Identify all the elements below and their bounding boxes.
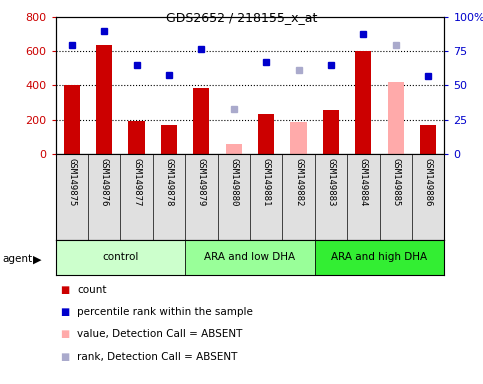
Text: agent: agent bbox=[2, 254, 32, 264]
Text: GSM149879: GSM149879 bbox=[197, 158, 206, 206]
Bar bbox=[161, 125, 177, 154]
Bar bbox=[323, 110, 339, 154]
Text: GSM149886: GSM149886 bbox=[424, 158, 433, 206]
Text: percentile rank within the sample: percentile rank within the sample bbox=[77, 307, 253, 317]
Bar bbox=[193, 88, 210, 154]
Text: GSM149875: GSM149875 bbox=[67, 158, 76, 206]
Bar bbox=[226, 144, 242, 154]
Text: GSM149881: GSM149881 bbox=[262, 158, 270, 206]
Text: ■: ■ bbox=[60, 285, 70, 295]
Bar bbox=[290, 122, 307, 154]
Text: ■: ■ bbox=[60, 307, 70, 317]
Text: GDS2652 / 218155_x_at: GDS2652 / 218155_x_at bbox=[166, 12, 317, 25]
Bar bbox=[56, 240, 185, 275]
Text: count: count bbox=[77, 285, 107, 295]
Bar bbox=[128, 121, 144, 154]
Text: ARA and low DHA: ARA and low DHA bbox=[204, 252, 296, 262]
Text: ARA and high DHA: ARA and high DHA bbox=[331, 252, 427, 262]
Bar bbox=[64, 86, 80, 154]
Text: GSM149880: GSM149880 bbox=[229, 158, 238, 206]
Bar bbox=[355, 51, 371, 154]
Text: value, Detection Call = ABSENT: value, Detection Call = ABSENT bbox=[77, 329, 242, 339]
Bar bbox=[96, 45, 112, 154]
Text: ■: ■ bbox=[60, 352, 70, 362]
Text: GSM149878: GSM149878 bbox=[164, 158, 173, 206]
Bar bbox=[388, 82, 404, 154]
Bar bbox=[185, 240, 315, 275]
Text: GSM149876: GSM149876 bbox=[99, 158, 109, 206]
Text: ■: ■ bbox=[60, 329, 70, 339]
Bar bbox=[258, 114, 274, 154]
Text: GSM149885: GSM149885 bbox=[391, 158, 400, 206]
Text: GSM149877: GSM149877 bbox=[132, 158, 141, 206]
Text: ▶: ▶ bbox=[33, 254, 42, 264]
Bar bbox=[420, 126, 436, 154]
Text: GSM149883: GSM149883 bbox=[327, 158, 336, 206]
Text: control: control bbox=[102, 252, 139, 262]
Bar bbox=[315, 240, 444, 275]
Text: GSM149884: GSM149884 bbox=[359, 158, 368, 206]
Text: GSM149882: GSM149882 bbox=[294, 158, 303, 206]
Text: rank, Detection Call = ABSENT: rank, Detection Call = ABSENT bbox=[77, 352, 238, 362]
